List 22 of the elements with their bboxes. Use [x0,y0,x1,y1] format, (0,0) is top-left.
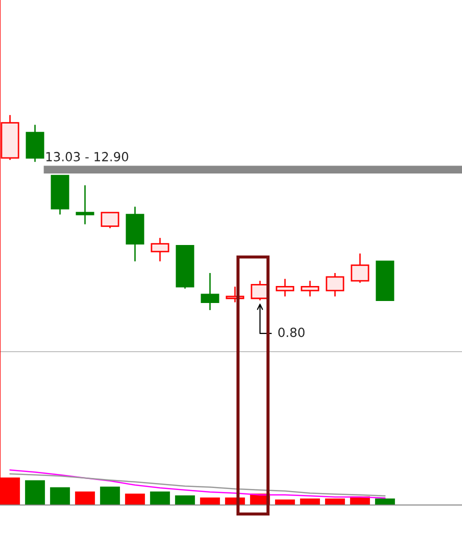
candlestick [300,280,320,298]
bar [50,487,70,505]
candlestick [76,184,94,225]
bar [325,498,345,505]
bar [275,500,295,505]
bar [75,491,95,505]
band-label: 13.03 - 12.90 [46,152,128,162]
text: 0.80 [278,328,304,338]
bar [150,491,170,505]
bar [125,494,145,505]
candlestick [200,272,220,311]
bar [100,486,120,505]
candlestick [350,252,370,284]
bar [375,498,395,505]
bar [175,495,195,505]
candlestick [150,237,170,262]
bar [300,498,320,505]
bar [200,497,220,505]
candlestick [326,272,344,298]
bar [25,480,45,505]
candlestick [100,212,120,229]
candlestick [276,278,294,298]
